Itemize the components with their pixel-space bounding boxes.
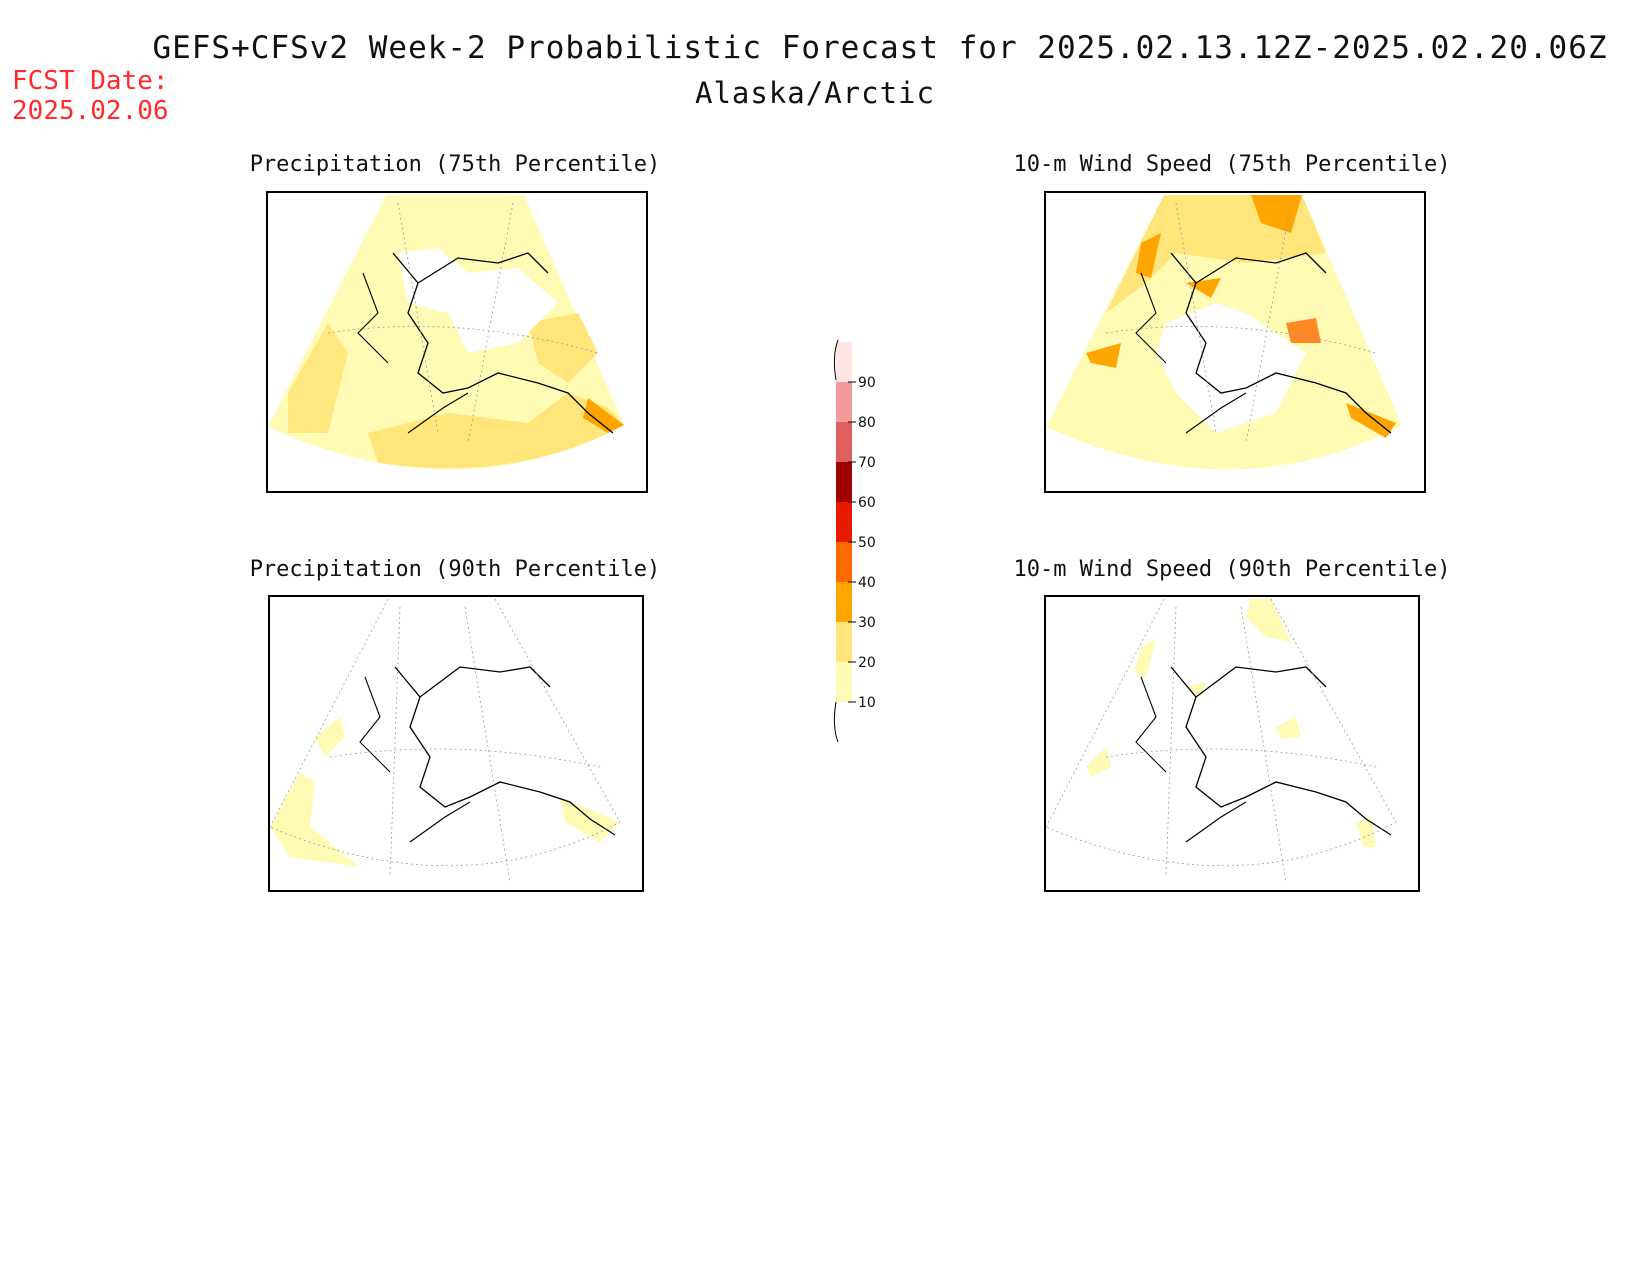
colorbar-label-80: 80 [858,415,876,431]
region-title: Alaska/Arctic [695,76,935,110]
colorbar-label-70: 70 [858,455,876,471]
colorbar-box-70 [836,422,852,462]
panel-title-precip-75: Precipitation (75th Percentile) [249,152,661,177]
forecast-date-block: FCST Date: 2025.02.06 [12,66,169,126]
map-panel-wind-90 [1044,595,1420,892]
colorbar-bottom-arrow [833,701,839,743]
colorbar-label-60: 60 [858,495,876,511]
colorbar-top-arrow [833,339,839,381]
panel-title-wind-90: 10-m Wind Speed (90th Percentile) [1013,557,1451,582]
forecast-date-label: FCST Date: [12,66,169,96]
colorbar-label-30: 30 [858,615,876,631]
colorbar-box-10 [836,662,852,702]
map-panel-wind-75 [1044,191,1426,493]
map-panel-precip-75 [266,191,648,493]
colorbar-label-10: 10 [858,695,876,711]
colorbar-box-50 [836,502,852,542]
colorbar-box-90 [836,342,852,382]
colorbar-label-90: 90 [858,375,876,391]
colorbar-box-20 [836,622,852,662]
probability-colorbar: 10 20 30 40 50 60 70 80 90 [833,339,876,743]
colorbar-box-40 [836,542,852,582]
colorbar-label-20: 20 [858,655,876,671]
colorbar-label-50: 50 [858,535,876,551]
colorbar-box-30 [836,582,852,622]
colorbar-box-80 [836,382,852,422]
map-panel-precip-90 [268,595,644,892]
panel-title-wind-75: 10-m Wind Speed (75th Percentile) [1013,152,1451,177]
main-title: GEFS+CFSv2 Week-2 Probabilistic Forecast… [152,30,1608,66]
colorbar-label-40: 40 [858,575,876,591]
forecast-date-value: 2025.02.06 [12,96,169,126]
colorbar-box-60 [836,462,852,502]
panel-title-precip-90: Precipitation (90th Percentile) [249,557,661,582]
